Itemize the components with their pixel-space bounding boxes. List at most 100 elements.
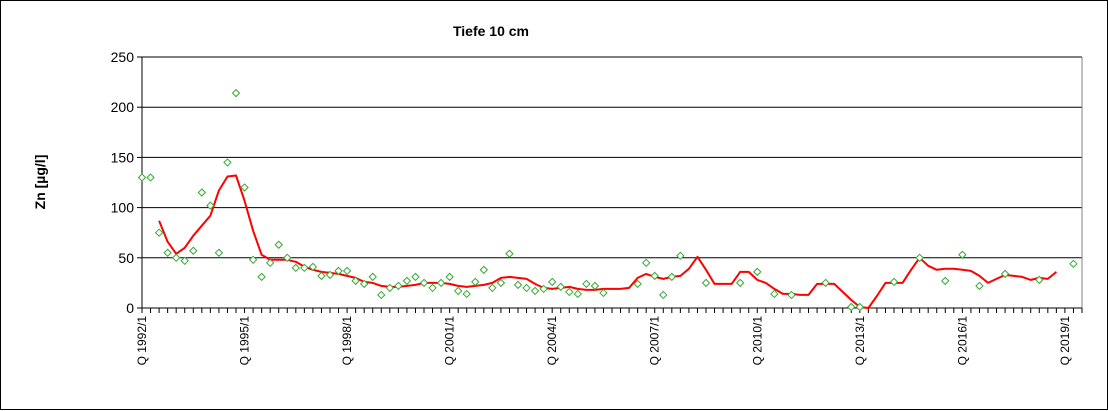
data-point: [163, 248, 172, 257]
y-tick-label-0: 0: [126, 300, 134, 316]
data-point: [599, 288, 608, 298]
data-point: [975, 281, 984, 291]
data-point: [1069, 259, 1078, 269]
data-point: [471, 277, 480, 287]
x-tick-label-2010: Q 2010/1: [750, 316, 764, 366]
data-point: [394, 281, 403, 291]
data-point: [590, 281, 600, 291]
data-point: [180, 256, 189, 266]
data-point: [522, 283, 531, 293]
data-point: [240, 183, 249, 192]
data-point: [428, 283, 437, 293]
data-point: [641, 258, 651, 268]
data-point: [291, 263, 301, 273]
data-point: [257, 272, 266, 282]
data-point: [1035, 275, 1044, 285]
data-point: [941, 276, 950, 286]
data-point: [223, 158, 232, 167]
data-point: [248, 255, 258, 265]
data-point: [539, 284, 548, 294]
data-point: [753, 267, 762, 277]
trend-line-series: [158, 174, 1058, 309]
data-point: [402, 276, 412, 286]
axes: [137, 56, 1083, 313]
chart-title: Tiefe 10 cm: [453, 23, 529, 39]
data-point: [915, 253, 924, 263]
data-point: [650, 271, 659, 281]
data-point: [496, 278, 506, 288]
y-tick-label-150: 150: [111, 149, 135, 165]
x-tick-label-2019: Q 2019/1: [1058, 316, 1072, 366]
data-point: [479, 265, 489, 275]
data-point: [565, 287, 574, 297]
x-tick-labels: Q 1992/1 Q 1995/1 Q 1998/1 Q 2001/1 Q 2004/1…: [135, 316, 1072, 366]
data-point: [189, 246, 198, 255]
data-point: [325, 270, 335, 280]
data-point: [676, 251, 685, 260]
data-point: [547, 277, 557, 287]
data-point: [513, 280, 523, 290]
data-point: [530, 286, 540, 296]
data-point: [214, 248, 224, 257]
data-point: [667, 272, 677, 282]
data-point: [308, 262, 318, 272]
data-point: [735, 278, 745, 288]
data-point: [334, 266, 343, 276]
data-point: [171, 253, 181, 263]
data-point: [821, 278, 830, 288]
y-tick-label-200: 200: [111, 99, 135, 115]
data-point: [385, 283, 395, 293]
x-tick-label-1998: Q 1998/1: [340, 316, 354, 366]
y-tick-label-100: 100: [111, 200, 135, 216]
data-point: [847, 302, 856, 312]
y-tick-label-250: 250: [111, 49, 135, 65]
data-point: [411, 272, 420, 282]
data-point: [633, 279, 642, 289]
y-tick-labels: 0 50 100 150 200 250: [111, 49, 135, 316]
x-tick-label-2004: Q 2004/1: [545, 316, 559, 366]
data-point: [855, 302, 865, 312]
y-tick-label-50: 50: [118, 250, 134, 266]
trend-line: [158, 174, 1058, 309]
data-point: [582, 279, 591, 289]
data-point: [197, 188, 207, 197]
measurement-series: [137, 88, 1078, 312]
x-tick-label-2016: Q 2016/1: [955, 316, 969, 366]
data-point: [462, 289, 471, 299]
x-tick-label-2007: Q 2007/1: [648, 316, 662, 366]
data-point: [787, 290, 796, 300]
data-point: [342, 266, 352, 276]
x-tick-label-2001: Q 2001/1: [443, 316, 457, 366]
x-tick-label-1995: Q 1995/1: [238, 316, 252, 366]
data-point: [317, 271, 326, 281]
data-point: [453, 286, 463, 296]
data-point: [436, 278, 446, 288]
data-point: [300, 263, 309, 273]
data-point: [573, 289, 583, 299]
data-point: [154, 228, 164, 237]
data-point: [377, 290, 386, 300]
data-point: [770, 289, 779, 299]
data-point: [368, 272, 377, 282]
data-point: [505, 249, 514, 258]
data-point: [283, 253, 292, 263]
data-point: [146, 173, 155, 182]
data-point: [137, 173, 147, 182]
data-point: [958, 250, 967, 259]
data-point: [659, 290, 668, 300]
data-point: [488, 283, 497, 293]
x-tick-label-1992: Q 1992/1: [135, 316, 149, 366]
x-tick-label-2013: Q 2013/1: [853, 316, 867, 366]
data-point: [889, 277, 899, 287]
y-axis-label: Zn [µg/l]: [32, 155, 48, 210]
grid-lines: [142, 56, 1082, 259]
data-point: [231, 88, 241, 98]
data-point: [274, 240, 283, 249]
data-point: [701, 278, 711, 288]
data-point: [206, 201, 215, 210]
data-point: [1000, 269, 1010, 279]
data-point: [445, 272, 454, 282]
data-point: [419, 278, 429, 288]
